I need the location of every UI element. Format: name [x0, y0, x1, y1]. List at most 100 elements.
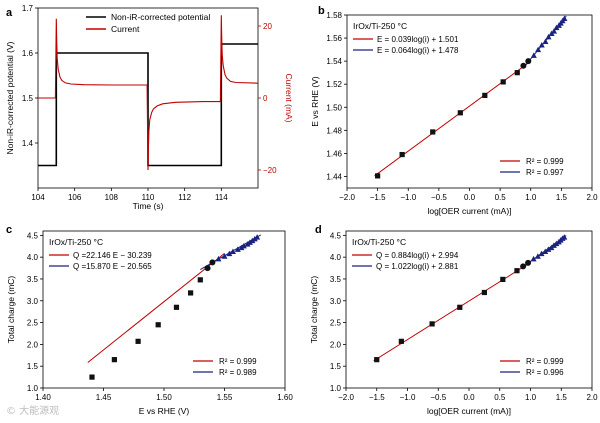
square-point	[197, 277, 203, 283]
square-point	[514, 70, 520, 76]
x-tick-label-c: 1.50	[156, 393, 172, 402]
circle-point	[520, 263, 527, 270]
legend-label-fit-1: E = 0.039log(i) + 1.501	[377, 35, 459, 44]
y-axis-label-c: Total charge (mC)	[6, 276, 16, 344]
triangle-point	[240, 242, 247, 249]
triangle-point	[530, 52, 537, 58]
x-tick-label-a: 108	[105, 193, 119, 202]
y-tick-label-d: 1.0	[330, 384, 342, 393]
square-point	[398, 338, 404, 344]
legend-label-current: Current	[111, 24, 140, 34]
x-tick-label-d: 1.5	[556, 393, 568, 402]
legend-label-r2-2: R² = 0.997	[526, 168, 564, 177]
legend-label-fit-1: Q =22.146 E − 30.239	[73, 251, 152, 260]
fit-line-1	[373, 262, 531, 362]
y-tick-label-d: 4.0	[330, 253, 342, 262]
x-tick-label-d: 2.0	[586, 393, 598, 402]
x-tick-label-b: 1.0	[525, 193, 537, 202]
x-tick-label-a: 106	[68, 193, 82, 202]
square-point	[399, 151, 405, 158]
x-tick-label-d: −1.5	[369, 393, 385, 402]
x-tick-label-b: 1.5	[556, 193, 568, 202]
legend-label-r2-1: R² = 0.999	[526, 157, 564, 166]
x-tick-label-d: −2.0	[338, 393, 354, 402]
y-tick-label-d: 1.5	[330, 362, 342, 371]
square-point	[111, 357, 117, 363]
y-tick-label-b: 1.44	[326, 172, 342, 181]
y-tick-label-d: 3.0	[330, 297, 342, 306]
square-point	[514, 268, 520, 274]
triangle-point	[254, 234, 261, 240]
square-point	[155, 322, 161, 328]
square-point	[375, 173, 381, 179]
x-tick-label-d: 0.5	[494, 393, 506, 402]
x-tick-label-c: 1.45	[96, 393, 112, 402]
legend-label-potential: Non-iR-corrected potential	[111, 12, 210, 22]
x-tick-label-d: −1.0	[400, 393, 416, 402]
panel-label-a: a	[6, 7, 13, 19]
square-point	[481, 289, 487, 296]
triangle-point	[538, 250, 545, 257]
square-point	[188, 290, 194, 296]
square-point	[482, 92, 488, 98]
panel-title-b: IrOx/Ti-250 °C	[353, 21, 407, 31]
x-tick-label-c: 1.60	[277, 393, 293, 402]
y-tick-label-c: 3.5	[27, 275, 39, 284]
circle-point	[525, 58, 532, 65]
y-tick-label-d: 2.0	[330, 340, 342, 349]
x-axis-label-b: log[OER current (mA)]	[427, 206, 511, 216]
y-tick-label-c: 4.5	[27, 231, 39, 240]
y-axis-label-d: Total charge (mC)	[309, 276, 319, 344]
y-tick-label-a: 1.4	[22, 139, 34, 148]
triangle-point	[545, 33, 552, 40]
legend-label-r2-2: R² = 0.996	[526, 368, 564, 377]
square-point	[429, 321, 435, 327]
y-tick-label-b: 1.46	[326, 149, 342, 158]
watermark-text: © 大能源观	[6, 406, 60, 417]
y-axis-label-a: Non-iR-corrected potential (V)	[5, 41, 15, 154]
x-tick-label-b: −0.5	[431, 193, 447, 202]
y-axis-label-b: E vs RHE (V)	[310, 76, 320, 127]
fit-line-1	[374, 60, 532, 177]
fit-line-1	[87, 252, 225, 363]
panel-title-d: IrOx/Ti-250 °C	[352, 237, 406, 247]
square-point	[500, 79, 506, 85]
triangle-point	[538, 41, 545, 48]
panel-label-d: d	[315, 224, 322, 236]
legend-label-fit-1: Q = 0.884log(i) + 2.994	[376, 251, 459, 260]
x-tick-label-a: 110	[142, 193, 155, 202]
y-right-tick-label-a: 0	[263, 94, 268, 103]
y-tick-label-d: 2.5	[330, 319, 342, 328]
x-axis-label-d: log[OER current (mA)]	[427, 406, 511, 416]
legend-label-r2-2: R² = 0.989	[219, 368, 257, 377]
panel-label-b: b	[318, 5, 325, 17]
y-tick-label-b: 1.56	[326, 34, 342, 43]
y-tick-label-a: 1.5	[22, 94, 34, 103]
x-tick-label-d: 1.0	[525, 393, 537, 402]
legend-label-r2-1: R² = 0.999	[526, 357, 564, 366]
square-point	[500, 276, 506, 283]
x-tick-label-c: 1.55	[217, 393, 233, 402]
square-point	[374, 357, 380, 363]
triangle-point	[550, 242, 557, 248]
y-tick-label-d: 3.5	[330, 275, 342, 284]
x-tick-label-a: 104	[31, 193, 45, 202]
y-tick-label-a: 1.7	[22, 4, 34, 13]
x-tick-label-b: −1.5	[370, 193, 386, 202]
triangle-point	[553, 240, 560, 247]
x-tick-label-d: 0.0	[463, 393, 475, 402]
triangle-point	[551, 28, 558, 34]
x-tick-label-b: −2.0	[339, 193, 355, 202]
x-tick-label-b: −1.0	[400, 193, 416, 202]
x-tick-label-b: 0.0	[464, 193, 476, 202]
triangle-point	[234, 246, 241, 252]
x-axis-label-c: E vs RHE (V)	[139, 406, 190, 416]
square-point	[457, 304, 463, 310]
y-tick-label-b: 1.50	[326, 103, 342, 112]
square-point	[457, 110, 463, 116]
circle-point	[520, 62, 527, 69]
triangle-point	[542, 248, 549, 254]
circle-point	[209, 259, 216, 266]
x-tick-label-a: 112	[178, 193, 191, 202]
